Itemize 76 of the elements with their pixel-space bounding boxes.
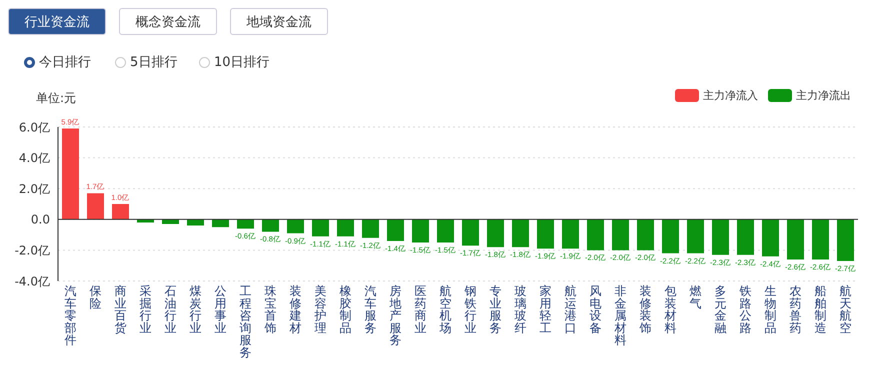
x-tick-label: 工程咨询服务 bbox=[240, 284, 252, 360]
x-tick-label: 专业服务 bbox=[490, 284, 502, 335]
x-tick-label: 煤炭行业 bbox=[190, 284, 202, 335]
x-tick-label: 农药兽药 bbox=[790, 284, 802, 335]
bar bbox=[312, 219, 329, 236]
bar bbox=[437, 219, 454, 242]
y-tick-label: 6.0亿 bbox=[18, 120, 50, 134]
x-tick-label: 采掘行业 bbox=[140, 284, 152, 335]
tab-button: 行业资金流 bbox=[8, 8, 106, 35]
y-tick-label: 0.0 bbox=[30, 212, 50, 227]
bar bbox=[537, 219, 554, 249]
y-tick-label: -2.0亿 bbox=[14, 243, 50, 258]
x-tick-label: 美容护理 bbox=[314, 284, 326, 335]
legend-label: 主力净流出 bbox=[796, 88, 851, 103]
bar bbox=[687, 219, 704, 254]
x-tick-label: 非金属材料 bbox=[614, 284, 626, 348]
bar bbox=[337, 219, 354, 236]
bar bbox=[487, 219, 504, 248]
bar bbox=[812, 219, 829, 260]
bar bbox=[787, 219, 804, 260]
bar bbox=[237, 219, 254, 229]
bar bbox=[587, 219, 604, 250]
bar bbox=[212, 219, 229, 228]
bar bbox=[612, 219, 629, 250]
y-tick-label: 4.0亿 bbox=[18, 151, 50, 166]
x-tick-label: 汽车零部件 bbox=[64, 284, 76, 348]
bar bbox=[387, 219, 404, 241]
x-tick-label: 钢铁行业 bbox=[464, 284, 476, 335]
x-tick-label: 铁路公路 bbox=[738, 284, 752, 335]
bar bbox=[262, 219, 279, 232]
bar bbox=[362, 219, 379, 238]
x-tick-label: 航空机场 bbox=[438, 284, 452, 335]
y-tick-label: -4.0亿 bbox=[14, 274, 50, 288]
x-tick-label: 装修建材 bbox=[288, 284, 302, 335]
x-tick-label: 家用轻工 bbox=[540, 284, 552, 335]
x-tick-label: 船舶制造 bbox=[814, 284, 826, 335]
y-axis-title: 单位:元 bbox=[36, 90, 76, 107]
x-tick-label: 石油行业 bbox=[164, 284, 176, 335]
y-tick-label: 2.0亿 bbox=[18, 182, 50, 196]
x-tick-label: 航运港口 bbox=[564, 284, 576, 335]
bar bbox=[512, 219, 529, 248]
x-tick-label: 房地产服务 bbox=[388, 284, 402, 348]
bar bbox=[287, 219, 304, 234]
tab-button: 概念资金流 bbox=[119, 8, 217, 35]
text: 10日排行 bbox=[214, 54, 270, 71]
tab-button: 地域资金流 bbox=[230, 8, 328, 35]
x-tick-label: 多元金融 bbox=[714, 284, 726, 335]
bar bbox=[637, 219, 654, 250]
x-tick-label: 橡胶制品 bbox=[340, 284, 352, 335]
x-tick-label: 风电设备 bbox=[590, 284, 602, 335]
bar bbox=[462, 219, 479, 246]
text: 今日排行 bbox=[39, 54, 91, 71]
x-tick-label: 玻璃玻纤 bbox=[514, 284, 526, 335]
bar bbox=[562, 219, 579, 249]
x-tick-label: 保险 bbox=[90, 284, 102, 310]
x-tick-label: 燃气 bbox=[690, 284, 702, 310]
bar bbox=[762, 219, 779, 256]
legend-label: 主力净流入 bbox=[703, 88, 758, 103]
bar bbox=[837, 219, 854, 261]
bar bbox=[712, 219, 729, 255]
x-tick-label: 商业百货 bbox=[114, 284, 126, 335]
x-tick-label: 医药商业 bbox=[414, 284, 426, 335]
bar bbox=[412, 219, 429, 242]
x-tick-label: 航天航空 bbox=[840, 284, 852, 335]
bar bbox=[62, 128, 79, 220]
x-tick-label: 珠宝首饰 bbox=[264, 284, 276, 335]
x-tick-label: 生物制品 bbox=[764, 284, 776, 335]
bar bbox=[87, 193, 104, 220]
bar bbox=[662, 219, 679, 254]
bar bbox=[737, 219, 754, 255]
text: 5日排行 bbox=[130, 54, 178, 71]
x-tick-label: 包装材料 bbox=[664, 284, 676, 335]
x-tick-label: 公用事业 bbox=[214, 284, 226, 335]
x-tick-label: 装修装饰 bbox=[638, 284, 652, 335]
bar bbox=[112, 204, 129, 220]
x-tick-label: 汽车服务 bbox=[364, 284, 376, 335]
